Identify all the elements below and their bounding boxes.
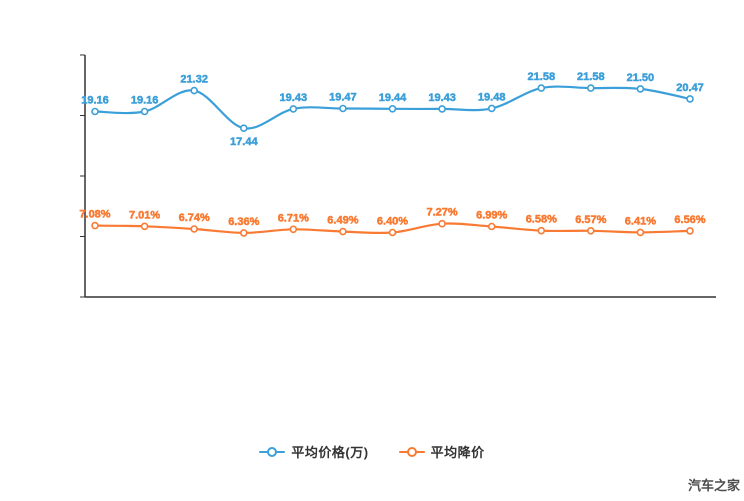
data-point-label: 7.08%: [79, 209, 110, 221]
data-point-marker[interactable]: [91, 221, 99, 230]
data-point-label: 7.01%: [129, 209, 160, 221]
data-point-marker[interactable]: [190, 86, 198, 95]
data-point-label: 6.49%: [327, 215, 358, 227]
legend-item-average-price[interactable]: 平均价格(万): [259, 442, 368, 461]
chart-legend: 平均价格(万) 平均降价: [0, 442, 744, 461]
data-point-label: 21.58: [577, 71, 605, 83]
data-point-label: 19.43: [428, 92, 456, 104]
data-point-label: 6.40%: [377, 216, 408, 228]
average-price-series: 19.16 19.16 21.32 17.44 19.43 19.47 19.44 19.43…: [81, 71, 704, 149]
data-point-marker[interactable]: [686, 227, 694, 235]
data-point-label: 17.44: [230, 136, 258, 148]
data-point-marker[interactable]: [140, 107, 149, 116]
data-point-label: 6.41%: [625, 215, 656, 227]
data-point-marker[interactable]: [438, 219, 446, 228]
data-point-marker[interactable]: [388, 228, 397, 237]
data-point-marker[interactable]: [289, 105, 298, 113]
data-point-marker[interactable]: [537, 226, 546, 235]
data-point-marker[interactable]: [586, 84, 595, 92]
data-point-label: 6.36%: [228, 216, 259, 228]
data-point-marker[interactable]: [438, 105, 446, 113]
data-point-label: 19.16: [81, 95, 109, 107]
data-point-label: 6.58%: [526, 214, 557, 226]
data-point-marker[interactable]: [240, 124, 248, 132]
data-point-marker[interactable]: [487, 104, 496, 113]
data-point-label: 19.16: [131, 95, 159, 107]
watermark-autohome-logo: 汽车之家: [687, 478, 740, 493]
data-point-label: 21.50: [627, 72, 655, 84]
data-point-label: 19.47: [329, 92, 357, 104]
data-point-label: 6.74%: [179, 212, 210, 224]
data-point-marker[interactable]: [636, 228, 645, 237]
legend-label-average-price: 平均价格(万): [291, 445, 369, 460]
data-point-label: 7.27%: [426, 207, 457, 219]
data-point-marker[interactable]: [388, 105, 397, 113]
data-point-marker[interactable]: [636, 85, 645, 93]
legend-label-average-discount: 平均降价: [430, 445, 485, 460]
data-point-marker[interactable]: [140, 222, 149, 231]
data-point-label: 19.44: [379, 92, 407, 104]
line-circle-icon: [398, 446, 425, 457]
data-point-marker[interactable]: [686, 95, 694, 103]
data-point-label: 21.32: [180, 74, 208, 86]
data-point-marker[interactable]: [289, 225, 298, 234]
circle-marker-icon: [406, 446, 417, 457]
data-point-label: 6.71%: [278, 212, 309, 224]
data-point-marker[interactable]: [240, 229, 248, 237]
data-point-marker[interactable]: [339, 104, 347, 113]
data-point-marker[interactable]: [91, 107, 99, 116]
data-point-label: 6.99%: [476, 210, 507, 222]
data-point-marker[interactable]: [339, 227, 347, 236]
circle-marker-icon: [267, 446, 278, 457]
data-point-label: 20.47: [676, 82, 704, 94]
data-point-label: 19.48: [478, 91, 506, 103]
data-point-label: 19.43: [280, 92, 308, 104]
average-discount-series: 7.08% 7.01% 6.74% 6.36% 6.71% 6.49% 6.40% 7.27%…: [79, 206, 706, 237]
data-point-label: 6.56%: [674, 214, 705, 226]
data-point-marker[interactable]: [586, 227, 595, 235]
data-point-marker[interactable]: [537, 84, 546, 92]
data-point-label: 6.57%: [575, 214, 606, 226]
data-point-label: 21.58: [528, 71, 556, 83]
data-point-marker[interactable]: [190, 225, 198, 233]
legend-item-average-discount[interactable]: 平均降价: [398, 442, 485, 461]
line-circle-icon: [259, 446, 286, 457]
data-point-marker[interactable]: [487, 222, 496, 231]
